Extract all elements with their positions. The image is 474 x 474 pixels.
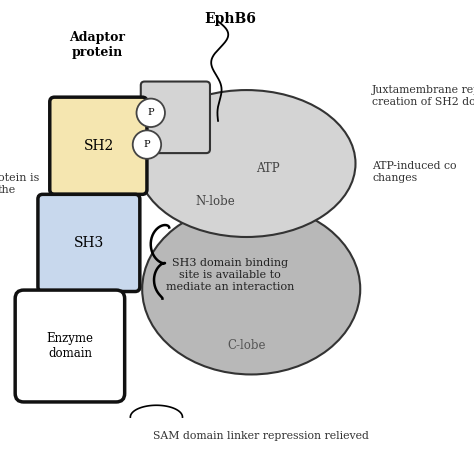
Circle shape [133, 130, 161, 159]
Ellipse shape [142, 204, 360, 374]
Text: ATP-induced co
changes: ATP-induced co changes [372, 161, 456, 183]
Text: SH3: SH3 [74, 236, 104, 250]
Text: N-lobe: N-lobe [196, 195, 236, 208]
Text: otein is
the: otein is the [0, 173, 39, 195]
Text: Enzyme
domain: Enzyme domain [46, 332, 94, 360]
Ellipse shape [137, 90, 356, 237]
Circle shape [137, 99, 165, 127]
FancyBboxPatch shape [141, 82, 210, 153]
Text: ATP: ATP [256, 162, 280, 175]
Text: SH2: SH2 [83, 139, 114, 153]
Text: Adaptor
protein: Adaptor protein [69, 31, 125, 59]
Text: EphB6: EphB6 [204, 12, 256, 26]
FancyBboxPatch shape [15, 290, 125, 402]
Text: P: P [144, 140, 150, 149]
FancyBboxPatch shape [50, 97, 147, 194]
FancyBboxPatch shape [38, 194, 140, 292]
Text: Juxtamembrane repression rel
creation of SH2 domain bindin: Juxtamembrane repression rel creation of… [372, 85, 474, 107]
Text: SAM domain linker repression relieved: SAM domain linker repression relieved [153, 431, 369, 441]
Text: C-lobe: C-lobe [227, 338, 266, 352]
Text: SH3 domain binding
site is available to
mediate an interaction: SH3 domain binding site is available to … [166, 258, 294, 292]
Text: P: P [147, 109, 154, 117]
